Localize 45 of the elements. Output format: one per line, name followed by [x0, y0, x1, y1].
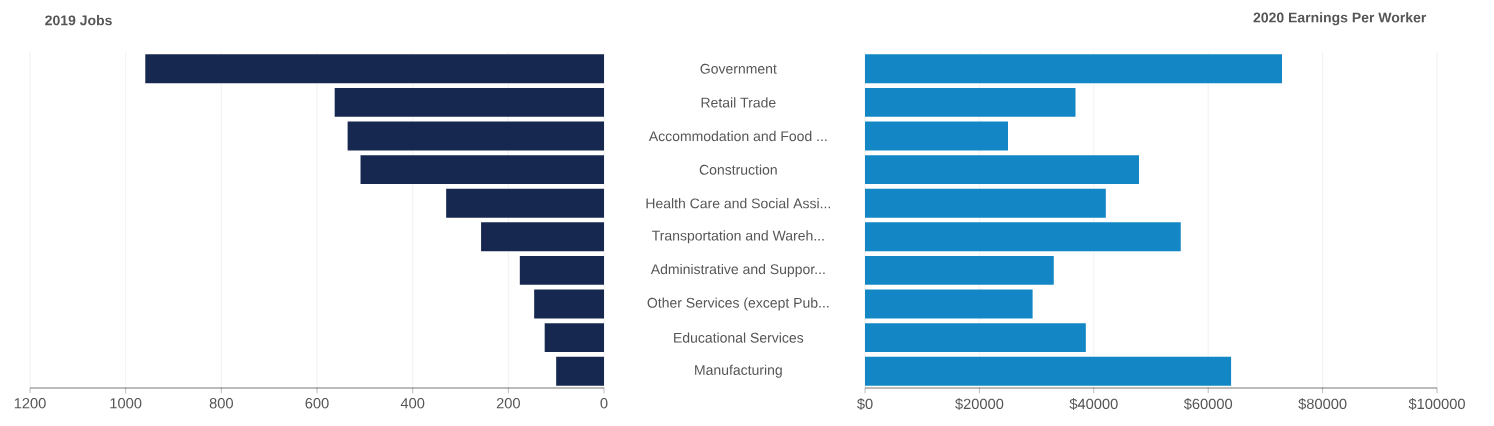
- bar: [360, 155, 605, 185]
- y-tick-label: Educational Services: [674, 332, 804, 343]
- x-tick-label: 800: [209, 398, 233, 409]
- x-tick-label: $80000: [1298, 398, 1347, 410]
- y-tick-label: Accommodation and Food ...: [648, 130, 827, 142]
- x-tick-label: $40000: [1069, 398, 1118, 410]
- bar: [145, 54, 605, 84]
- y-tick-label: Other Services (except Pub...: [647, 297, 829, 311]
- x-tick-label: 1000: [110, 398, 142, 409]
- y-tick-label: Health Care and Social Assi...: [646, 198, 831, 209]
- y-tick-label: Administrative and Suppor...: [650, 263, 825, 277]
- bar: [556, 356, 605, 386]
- x-tick-label: $0: [857, 398, 873, 410]
- y-tick-label: Transportation and Wareh...: [652, 230, 824, 244]
- x-tick-label: 400: [400, 398, 425, 409]
- bar: [865, 323, 1086, 353]
- bar: [334, 87, 605, 117]
- bar: [865, 356, 1232, 386]
- bar: [446, 188, 605, 218]
- bar: [865, 289, 1033, 319]
- bar: [865, 121, 1009, 151]
- x-tick-label: 0: [600, 398, 608, 409]
- y-tick-label: Government: [700, 63, 777, 74]
- x-tick-label: 200: [496, 398, 520, 409]
- x-tick-label: $20000: [955, 398, 1004, 410]
- bar: [865, 188, 1106, 218]
- bar: [865, 155, 1139, 185]
- x-tick-label: $100000: [1408, 398, 1465, 410]
- x-tick-label: $60000: [1183, 398, 1233, 410]
- bar: [865, 54, 1282, 84]
- bar: [481, 222, 605, 252]
- bar: [544, 323, 605, 353]
- y-tick-label: Retail Trade: [701, 97, 776, 108]
- bar: [519, 255, 605, 285]
- bar: [347, 121, 605, 151]
- bar: [865, 255, 1054, 285]
- bar: [865, 222, 1181, 252]
- bar: [865, 87, 1076, 117]
- y-tick-label: Construction: [699, 164, 777, 175]
- chart-title: 2019 Jobs: [45, 15, 112, 26]
- x-tick-label: 600: [305, 398, 329, 409]
- chart-title: 2020 Earnings Per Worker: [1253, 12, 1427, 26]
- y-tick-label: Manufacturing: [695, 364, 782, 378]
- x-tick-label: 1200: [14, 398, 46, 409]
- bar: [534, 289, 605, 319]
